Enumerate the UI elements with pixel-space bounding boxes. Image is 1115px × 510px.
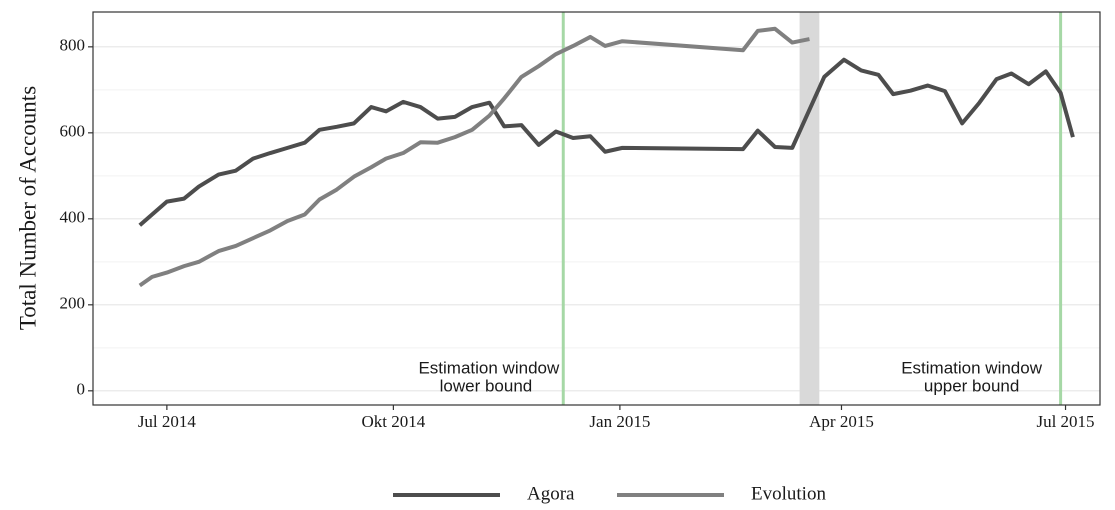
y-tick-label: 600: [60, 122, 86, 141]
annotation: upper bound: [924, 376, 1019, 395]
x-tick-label: Jul 2015: [1036, 412, 1094, 431]
annotation: lower bound: [440, 376, 533, 395]
legend-label: Agora: [527, 483, 575, 504]
legend-label: Evolution: [751, 483, 826, 504]
y-tick-label: 200: [60, 294, 86, 313]
x-tick-label: Jul 2014: [138, 412, 197, 431]
y-tick-label: 0: [77, 380, 86, 399]
series-line: [138, 57, 1075, 227]
series-line: [138, 26, 810, 288]
x-tick-label: Apr 2015: [809, 412, 874, 431]
plot-border: [92, 11, 1101, 406]
y-tick-label: 800: [60, 36, 86, 55]
y-tick-label: 400: [60, 208, 86, 227]
shaded-band: [799, 12, 820, 405]
x-tick-label: Jan 2015: [589, 412, 650, 431]
annotation: Estimation window: [901, 358, 1043, 377]
annotation: Estimation window: [418, 358, 560, 377]
y-axis-label: Total Number of Accounts: [15, 86, 40, 330]
x-tick-label: Okt 2014: [362, 412, 426, 431]
